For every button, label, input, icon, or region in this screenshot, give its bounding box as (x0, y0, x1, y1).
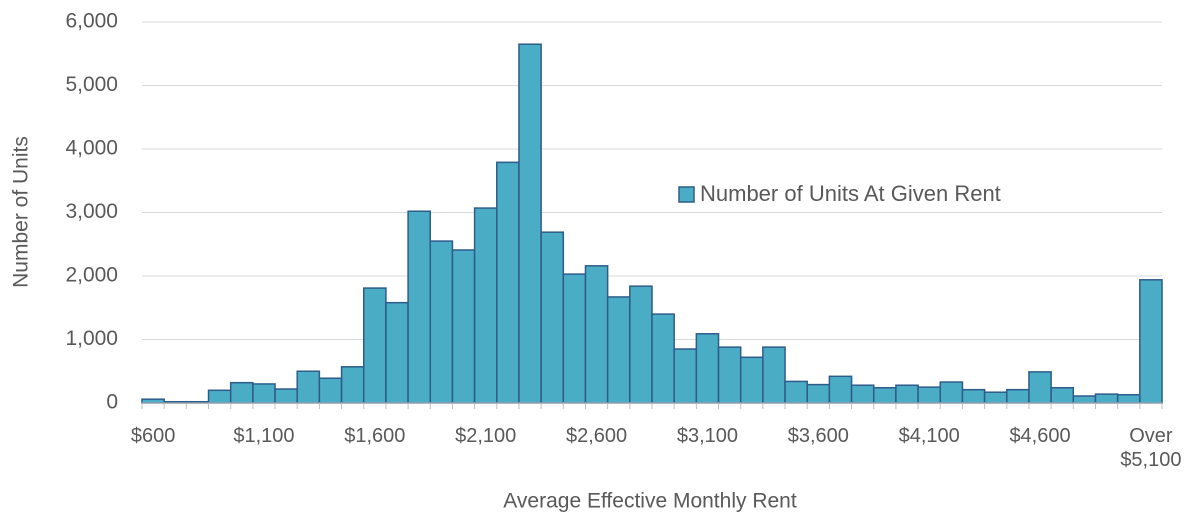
y-tick-label: 3,000 (65, 200, 118, 223)
bar (784, 380, 808, 404)
y-tick-label: 4,000 (65, 137, 118, 160)
bar (695, 333, 720, 404)
bar (141, 398, 165, 404)
bar (340, 366, 365, 404)
bar (651, 313, 675, 404)
bar (739, 356, 764, 404)
x-tick-label: $1,600 (344, 425, 406, 447)
bar (407, 210, 432, 404)
bar (473, 207, 498, 404)
bar (1116, 393, 1141, 404)
bar (540, 231, 565, 404)
bar (584, 265, 609, 404)
bar (983, 391, 1008, 404)
bar (385, 301, 409, 404)
bar (850, 384, 875, 404)
x-tick-label: $600 (130, 425, 176, 447)
bar (1050, 387, 1075, 404)
bar (1006, 388, 1030, 404)
bar (1072, 395, 1097, 404)
y-tick-label: 1,000 (65, 327, 118, 350)
x-tick-label: $4,100 (898, 425, 960, 447)
y-axis-title: Number of Units (10, 136, 33, 288)
bar (606, 296, 631, 404)
bar (939, 381, 964, 404)
bar (562, 273, 587, 404)
x-tick-label: $1,100 (233, 425, 295, 447)
bar (629, 285, 653, 404)
bar (806, 383, 831, 404)
x-tick-label: $3,100 (676, 425, 738, 447)
x-tick-label: $2,100 (455, 425, 517, 447)
bar (717, 346, 742, 404)
bar (451, 249, 476, 404)
y-tick-label: 6,000 (65, 10, 118, 33)
legend-label: Number of Units At Given Rent (700, 181, 1001, 206)
bar (1028, 371, 1052, 404)
bar (1139, 279, 1163, 404)
bar (296, 370, 321, 404)
x-tick-label: $3,600 (787, 425, 849, 447)
bar (229, 381, 254, 404)
y-tick-label: 2,000 (65, 264, 118, 287)
bar (961, 388, 986, 404)
bar (207, 389, 232, 404)
bar (429, 240, 454, 404)
bar (518, 43, 542, 404)
bar (274, 388, 298, 404)
bar (828, 375, 853, 404)
bar (318, 377, 343, 404)
bar (496, 161, 520, 404)
bar (762, 346, 786, 404)
x-axis-title: Average Effective Monthly Rent (503, 490, 797, 513)
x-tick-label: $4,600 (1009, 425, 1071, 447)
bar (1094, 393, 1119, 404)
bar (895, 384, 919, 404)
bar (252, 383, 276, 404)
legend-swatch (678, 186, 695, 203)
bar (872, 387, 897, 404)
bar (673, 348, 698, 404)
x-tick-label: $2,600 (565, 425, 628, 447)
bar (917, 386, 942, 404)
bar (362, 287, 387, 404)
y-tick-label: 0 (106, 391, 118, 414)
x-tick-label: Over $5,100 (1120, 425, 1182, 471)
y-tick-label: 5,000 (65, 73, 118, 96)
